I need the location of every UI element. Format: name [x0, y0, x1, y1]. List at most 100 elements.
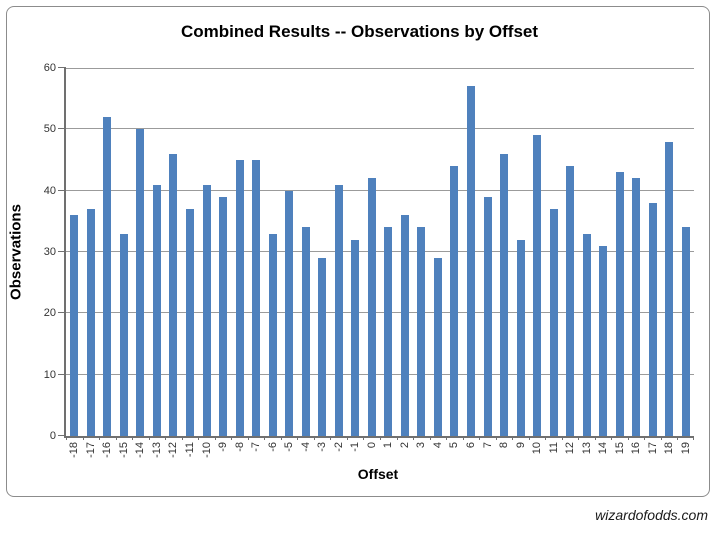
x-tick-label-16: 16: [630, 442, 643, 455]
gridline-y-60: [66, 68, 694, 69]
y-axis-tick: [58, 251, 66, 252]
y-axis-tick: [58, 189, 66, 191]
x-tick-label-13: 13: [580, 442, 593, 455]
x-tick-label-5: 5: [448, 442, 461, 449]
bar-slot--8: -8: [231, 68, 248, 452]
x-tick-label-1: 1: [382, 442, 395, 449]
x-tick-label--10: -10: [200, 442, 213, 458]
bar-14: [599, 245, 608, 436]
x-axis-tick: [99, 436, 101, 440]
bar-slot--3: -3: [314, 68, 331, 452]
x-tick-label--18: -18: [68, 442, 81, 458]
x-axis-tick: [231, 436, 233, 440]
x-axis-tick: [413, 436, 415, 440]
bar--1: [351, 239, 360, 436]
x-tick-label--4: -4: [299, 442, 312, 452]
x-tick-label--3: -3: [316, 442, 329, 452]
y-tick-label-10: 10: [43, 368, 56, 381]
x-tick-label--11: -11: [183, 442, 196, 458]
x-tick-label--9: -9: [217, 442, 230, 452]
x-tick-label--16: -16: [101, 442, 114, 458]
bar--16: [103, 117, 112, 436]
bar-slot--14: -14: [132, 68, 149, 458]
x-axis-tick: [528, 436, 530, 440]
x-axis-tick: [446, 436, 448, 440]
bar-slot-5: 5: [446, 68, 463, 448]
bar-9: [516, 239, 525, 436]
gridline-y-10: [66, 373, 694, 375]
bar-slot-4: 4: [430, 68, 447, 448]
bar--9: [219, 196, 228, 436]
x-tick-label-11: 11: [547, 442, 560, 454]
bar-slot--4: -4: [297, 68, 314, 452]
bar-5: [450, 166, 459, 436]
y-axis-tick: [58, 67, 66, 68]
x-axis-tick: [644, 436, 646, 440]
x-tick-label-10: 10: [531, 442, 544, 455]
x-tick-label-14: 14: [597, 442, 610, 455]
bar--11: [185, 209, 194, 436]
bar-slot-1: 1: [380, 68, 397, 448]
bar-series: -18 -17 -16 -15 -14 -13 -12 -11 -10 -9 -8 -7 -6 -5 -4-…: [66, 68, 694, 458]
x-axis-tick: [330, 436, 332, 440]
x-axis-tick: [115, 436, 117, 440]
x-axis-tick: [396, 436, 398, 440]
bar-slot--15: -15: [116, 68, 133, 458]
x-tick-label-0: 0: [365, 442, 378, 449]
x-axis-tick: [380, 436, 381, 440]
x-axis-tick: [165, 436, 167, 440]
bar-13: [582, 233, 591, 436]
x-axis-tick: [148, 436, 150, 440]
plot-area: -18 -17 -16 -15 -14 -13 -12 -11 -10 -9 -8 -7 -6 -5 -4-…: [58, 67, 694, 458]
y-axis-tick: [58, 312, 66, 314]
x-axis-tick: [247, 436, 249, 440]
x-axis-tick: [214, 436, 216, 440]
x-axis-tick: [512, 436, 514, 440]
bar-1: [384, 227, 393, 436]
gridline-y-50: [66, 128, 694, 130]
y-tick-label-30: 30: [43, 246, 56, 258]
bar-slot-17: 17: [645, 68, 662, 454]
bar-slot-16: 16: [628, 68, 645, 454]
x-tick-label-17: 17: [646, 442, 659, 455]
x-axis-tick: [578, 436, 580, 440]
x-axis-tick: [181, 436, 183, 440]
bar--3: [318, 258, 327, 436]
x-axis-tick: [479, 436, 481, 440]
x-axis-tick: [594, 436, 596, 440]
x-tick-label--6: -6: [266, 442, 279, 452]
bar-18: [665, 141, 674, 436]
y-axis-tick-labels: 0 10 20 30 40 50 60: [28, 62, 56, 442]
x-axis-tick: [561, 436, 563, 440]
y-axis-title: Observations: [7, 204, 25, 300]
gridline-y-30: [66, 251, 694, 252]
watermark-text: wizardofodds.com: [595, 507, 708, 523]
x-tick-label--5: -5: [283, 442, 296, 452]
bar-slot--2: -2: [331, 68, 348, 452]
bar-0: [367, 178, 376, 436]
x-tick-label-9: 9: [514, 442, 527, 449]
bar-15: [615, 172, 624, 436]
bar-slot-2: 2: [397, 68, 414, 448]
bar-slot-9: 9: [512, 68, 529, 448]
x-tick-label-6: 6: [465, 442, 478, 449]
x-axis-tick: [264, 436, 266, 440]
x-axis-tick: [132, 436, 134, 440]
x-tick-label--2: -2: [332, 442, 345, 452]
bar-slot-8: 8: [496, 68, 513, 448]
x-tick-label--14: -14: [134, 442, 147, 458]
x-tick-label--17: -17: [84, 442, 97, 458]
x-axis-tick: [495, 436, 497, 440]
x-tick-label-19: 19: [679, 442, 692, 455]
bar--15: [119, 233, 128, 436]
bar-17: [648, 202, 657, 436]
bar-slot-18: 18: [661, 68, 678, 454]
y-tick-label-50: 50: [43, 123, 56, 136]
bar-slot--17: -17: [83, 68, 100, 458]
x-axis-tick: [313, 436, 315, 440]
bar--2: [334, 184, 343, 436]
bar-slot--16: -16: [99, 68, 116, 458]
x-axis-title: Offset: [357, 466, 399, 482]
bar-11: [549, 209, 558, 436]
